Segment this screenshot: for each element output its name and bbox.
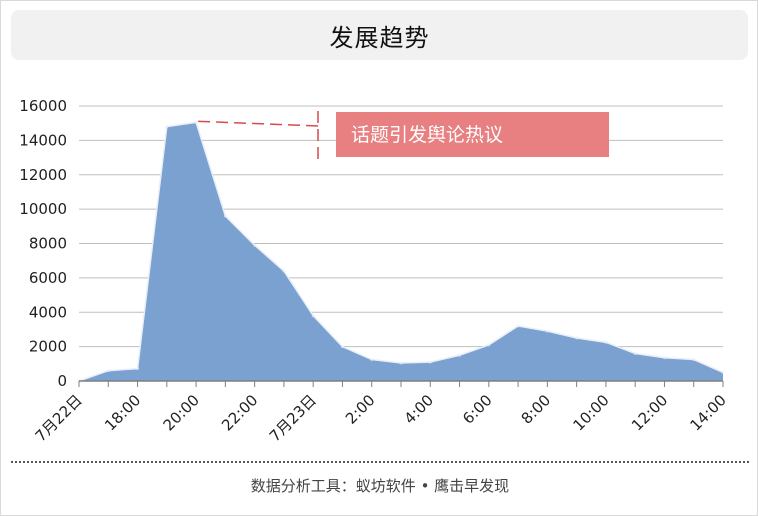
- data-point: [194, 120, 198, 124]
- data-point: [692, 358, 696, 362]
- footer-divider: [11, 461, 749, 463]
- y-tick-label: 14000: [19, 131, 67, 149]
- x-tick-label: 10:00: [569, 391, 612, 434]
- data-point: [604, 340, 608, 344]
- data-point: [721, 370, 725, 374]
- y-tick-label: 12000: [19, 166, 67, 184]
- data-point: [399, 361, 403, 365]
- trend-chart: 0 2000 4000 6000 8000 10000 12000 14000 16000 7月2…: [19, 97, 730, 445]
- data-point: [633, 352, 637, 355]
- data-point: [136, 367, 140, 371]
- chart-title: 发展趋势: [329, 23, 430, 52]
- x-tick-label: 7月23日: [266, 391, 320, 445]
- y-tick-label: 6000: [29, 269, 67, 287]
- data-point: [428, 360, 432, 364]
- x-tick-label: 6:00: [459, 391, 496, 428]
- y-tick-label: 10000: [19, 200, 67, 218]
- data-point: [311, 314, 315, 318]
- data-point: [253, 243, 257, 247]
- x-tick-label: 2:00: [342, 391, 379, 428]
- data-point: [282, 269, 286, 273]
- data-point: [545, 329, 549, 333]
- source-credit: 数据分析工具：蚁坊软件 • 鹰击早发现: [250, 477, 510, 495]
- data-point: [575, 336, 579, 340]
- title-bar: 发展趋势: [11, 10, 748, 60]
- series-area: [79, 122, 723, 381]
- data-point: [370, 358, 374, 362]
- data-point: [516, 324, 520, 328]
- y-tick-label: 8000: [29, 235, 67, 253]
- x-tick-label: 20:00: [160, 391, 203, 434]
- x-tick-label: 12:00: [628, 391, 671, 434]
- x-tick-label: 14:00: [687, 391, 730, 434]
- y-tick-label: 16000: [19, 97, 67, 115]
- x-tick-label: 4:00: [401, 391, 438, 428]
- y-tick-label: 0: [57, 372, 67, 390]
- data-point: [458, 353, 462, 357]
- x-tick-label: 8:00: [518, 391, 555, 428]
- data-point: [165, 125, 169, 129]
- x-tick-label: 22:00: [218, 391, 261, 434]
- y-tick-label: 4000: [29, 303, 67, 321]
- annotation-box: [336, 112, 609, 157]
- data-point: [223, 214, 227, 218]
- annotation-label: 话题引发舆论热议: [351, 124, 503, 146]
- data-point: [487, 343, 491, 347]
- data-point: [340, 345, 344, 349]
- x-tick-label: 18:00: [101, 391, 144, 434]
- y-tick-label: 2000: [29, 338, 67, 356]
- x-tick-label: 7月22日: [32, 391, 86, 445]
- annotation-leader: [198, 120, 319, 127]
- data-point: [106, 369, 110, 373]
- data-point: [662, 356, 666, 360]
